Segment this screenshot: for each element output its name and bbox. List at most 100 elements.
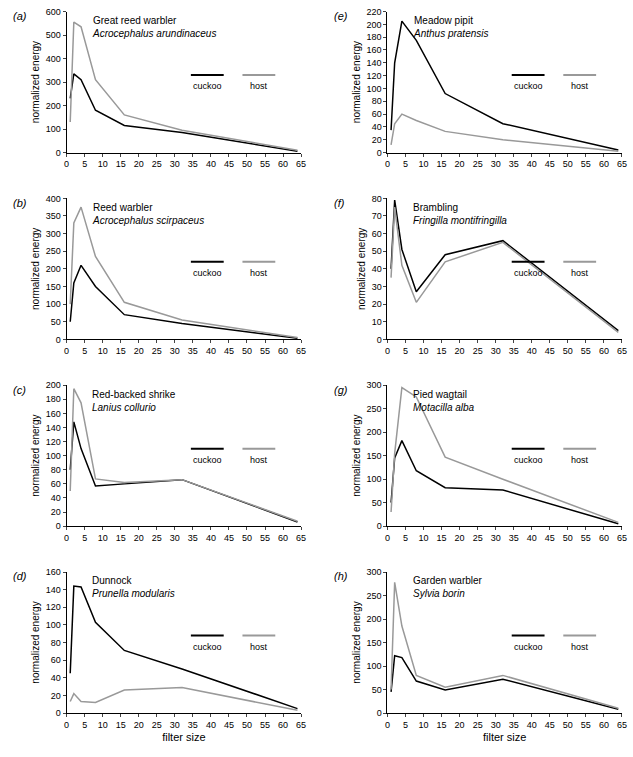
svg-text:20: 20 (134, 346, 144, 356)
svg-text:10: 10 (98, 720, 108, 730)
svg-text:50: 50 (563, 346, 573, 356)
svg-text:160: 160 (367, 45, 382, 55)
svg-text:30: 30 (491, 533, 501, 543)
svg-text:80: 80 (372, 194, 382, 204)
svg-text:normalized energy: normalized energy (351, 415, 362, 497)
svg-text:host: host (250, 455, 268, 465)
svg-text:50: 50 (372, 246, 382, 256)
svg-text:cuckoo: cuckoo (193, 268, 222, 278)
svg-text:20: 20 (372, 135, 382, 145)
svg-text:30: 30 (491, 346, 501, 356)
svg-text:150: 150 (46, 282, 61, 292)
svg-text:normalized energy: normalized energy (30, 601, 41, 683)
svg-text:55: 55 (581, 159, 591, 169)
svg-text:normalized energy: normalized energy (351, 41, 362, 123)
svg-text:30: 30 (170, 346, 180, 356)
svg-text:(f): (f) (334, 197, 345, 209)
svg-text:80: 80 (51, 465, 61, 475)
svg-text:Garden warblerSylvia borin: Garden warblerSylvia borin (413, 575, 483, 599)
svg-text:500: 500 (46, 30, 61, 40)
svg-text:40: 40 (206, 346, 216, 356)
svg-text:0: 0 (56, 521, 61, 531)
svg-text:25: 25 (152, 533, 162, 543)
svg-text:140: 140 (46, 585, 61, 595)
svg-text:400: 400 (46, 54, 61, 64)
svg-text:cuckoo: cuckoo (514, 81, 543, 91)
svg-text:35: 35 (188, 720, 198, 730)
svg-text:25: 25 (152, 346, 162, 356)
svg-text:15: 15 (437, 720, 447, 730)
svg-text:120: 120 (367, 71, 382, 81)
svg-text:0: 0 (377, 335, 382, 345)
svg-text:100: 100 (367, 84, 382, 94)
svg-text:400: 400 (46, 194, 61, 204)
svg-text:15: 15 (116, 159, 126, 169)
svg-text:60: 60 (372, 229, 382, 239)
svg-text:45: 45 (224, 533, 234, 543)
svg-text:60: 60 (278, 159, 288, 169)
svg-text:250: 250 (367, 404, 382, 414)
svg-text:normalized energy: normalized energy (30, 228, 41, 310)
svg-text:40: 40 (206, 159, 216, 169)
svg-text:55: 55 (260, 720, 270, 730)
svg-text:40: 40 (51, 673, 61, 683)
svg-text:0: 0 (64, 720, 69, 730)
svg-text:45: 45 (224, 720, 234, 730)
svg-text:host: host (571, 642, 589, 652)
svg-text:20: 20 (134, 720, 144, 730)
svg-text:55: 55 (581, 533, 591, 543)
svg-text:Meadow pipitAnthus pratensis: Meadow pipitAnthus pratensis (413, 15, 489, 39)
svg-text:15: 15 (116, 720, 126, 730)
svg-text:60: 60 (278, 720, 288, 730)
svg-text:40: 40 (527, 159, 537, 169)
svg-text:50: 50 (242, 346, 252, 356)
svg-text:160: 160 (46, 567, 61, 577)
svg-text:100: 100 (46, 451, 61, 461)
svg-text:45: 45 (224, 159, 234, 169)
svg-text:20: 20 (455, 346, 465, 356)
svg-text:50: 50 (372, 498, 382, 508)
svg-text:(a): (a) (13, 10, 27, 22)
svg-text:300: 300 (367, 567, 382, 577)
svg-text:65: 65 (617, 346, 627, 356)
svg-text:0: 0 (385, 159, 390, 169)
svg-text:5: 5 (82, 159, 87, 169)
svg-text:20: 20 (134, 533, 144, 543)
svg-text:100: 100 (46, 299, 61, 309)
svg-text:40: 40 (527, 533, 537, 543)
svg-text:30: 30 (170, 720, 180, 730)
svg-text:(h): (h) (334, 570, 348, 582)
svg-text:60: 60 (278, 533, 288, 543)
svg-text:150: 150 (367, 451, 382, 461)
svg-text:5: 5 (403, 720, 408, 730)
svg-text:200: 200 (46, 264, 61, 274)
svg-text:250: 250 (367, 591, 382, 601)
svg-text:15: 15 (437, 159, 447, 169)
svg-text:40: 40 (372, 122, 382, 132)
svg-text:normalized energy: normalized energy (351, 601, 362, 683)
svg-text:200: 200 (367, 19, 382, 29)
svg-text:normalized energy: normalized energy (356, 228, 367, 310)
svg-text:15: 15 (437, 346, 447, 356)
svg-text:65: 65 (617, 720, 627, 730)
svg-text:20: 20 (455, 720, 465, 730)
svg-text:300: 300 (367, 380, 382, 390)
svg-text:180: 180 (367, 32, 382, 42)
svg-text:30: 30 (491, 159, 501, 169)
svg-text:30: 30 (170, 159, 180, 169)
svg-text:45: 45 (545, 346, 555, 356)
svg-text:25: 25 (152, 720, 162, 730)
svg-text:0: 0 (385, 346, 390, 356)
svg-text:180: 180 (46, 394, 61, 404)
svg-text:cuckoo: cuckoo (514, 268, 543, 278)
svg-text:200: 200 (367, 614, 382, 624)
svg-text:70: 70 (372, 211, 382, 221)
svg-text:30: 30 (170, 533, 180, 543)
svg-text:60: 60 (51, 655, 61, 665)
svg-text:40: 40 (51, 493, 61, 503)
svg-text:45: 45 (224, 346, 234, 356)
svg-text:0: 0 (377, 521, 382, 531)
svg-text:host: host (571, 455, 589, 465)
svg-text:filter size: filter size (162, 731, 205, 743)
svg-text:(c): (c) (13, 384, 26, 396)
